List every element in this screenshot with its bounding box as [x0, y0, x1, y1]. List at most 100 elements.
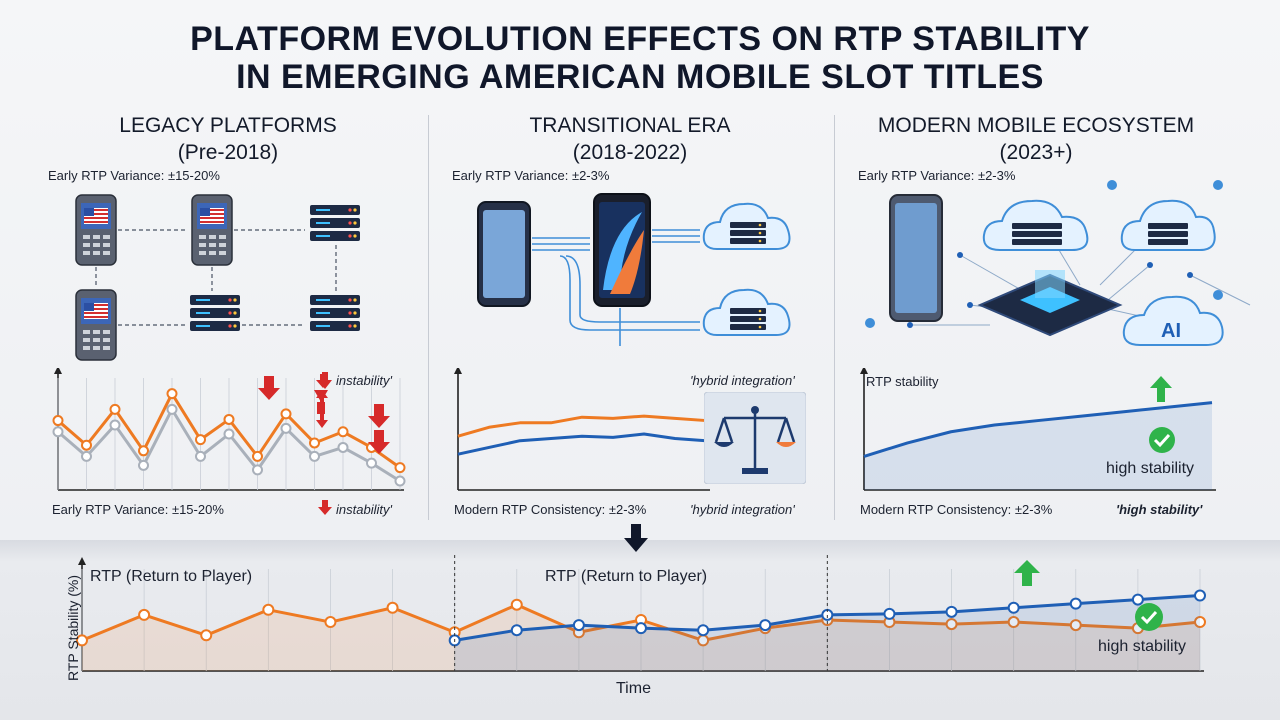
- legacy-variance-note: Early RTP Variance: ±15-20%: [48, 168, 220, 183]
- cloud-server-icon: [702, 288, 791, 336]
- data-point: [1131, 593, 1144, 606]
- data-point: [366, 457, 377, 469]
- cloud-server-icon: [1120, 199, 1216, 251]
- down-arrow-icon: [318, 372, 332, 389]
- data-point: [386, 601, 399, 614]
- old-phone-icon: [75, 194, 117, 266]
- data-point: [510, 598, 523, 611]
- timeline-label-left: RTP (Return to Player): [90, 568, 253, 585]
- down-arrow-icon: [258, 376, 280, 400]
- transitional-rtp-chart: [454, 368, 710, 491]
- data-point: [759, 619, 772, 632]
- series-line: [457, 414, 707, 438]
- down-arrow-icon: [368, 404, 390, 428]
- data-point: [1007, 616, 1020, 629]
- data-point: [138, 445, 149, 457]
- transitional-illustration: [477, 193, 791, 346]
- panel-divider-1: [428, 115, 429, 520]
- cloud-server-icon: [982, 199, 1089, 251]
- data-point: [195, 434, 206, 446]
- data-point: [510, 624, 523, 637]
- legacy-illustration: [75, 194, 360, 361]
- down-arrow-icon: [624, 524, 648, 552]
- data-point: [223, 413, 235, 425]
- balance-scale-icon: [704, 392, 806, 484]
- panel-divider-2: [834, 115, 835, 520]
- data-point: [337, 426, 349, 438]
- modern-footer-consistency: Modern RTP Consistency: ±2-3%: [860, 502, 1053, 517]
- server-icon: [310, 205, 360, 241]
- ai-chip-icon: [977, 270, 1123, 337]
- modern-illustration: AI: [865, 180, 1251, 346]
- transitional-variance-note: Early RTP Variance: ±2-3%: [452, 168, 610, 183]
- panel-transitional-years: (2018-2022): [572, 141, 688, 164]
- data-point: [252, 464, 263, 476]
- data-point: [52, 426, 64, 438]
- data-point: [195, 450, 206, 462]
- data-point: [1194, 589, 1206, 602]
- panel-modern-heading: MODERN MOBILE ECOSYSTEM (2023+): [836, 112, 1236, 166]
- data-point: [109, 419, 121, 431]
- series-area: [864, 402, 1212, 490]
- data-point: [337, 441, 349, 453]
- data-point: [138, 608, 151, 621]
- timeline-x-axis-title: Time: [616, 680, 651, 697]
- data-point: [76, 634, 88, 647]
- panel-legacy-heading: LEGACY PLATFORMS (Pre-2018): [28, 112, 428, 166]
- series-line: [457, 432, 707, 456]
- check-badge-icon: [1135, 603, 1163, 631]
- network-node-icon: [865, 180, 1223, 328]
- data-point: [1007, 601, 1020, 614]
- data-point: [1069, 597, 1082, 610]
- title-line-2: IN EMERGING AMERICAN MOBILE SLOT TITLES: [236, 58, 1044, 96]
- cloud-server-icon: [702, 202, 791, 250]
- data-point: [252, 450, 263, 462]
- legacy-footer-variance: Early RTP Variance: ±15-20%: [52, 502, 224, 517]
- data-point: [81, 450, 92, 462]
- panel-modern-title: MODERN MOBILE ECOSYSTEM: [877, 114, 1195, 137]
- modern-rtp-chart: [860, 368, 1216, 491]
- data-point: [309, 437, 320, 449]
- data-point: [52, 415, 64, 427]
- data-point: [280, 422, 292, 434]
- y-axis-arrow: [78, 557, 86, 565]
- data-point: [572, 619, 585, 632]
- data-point: [324, 616, 337, 629]
- up-down-arrow-icon: [316, 390, 328, 428]
- page-title: PLATFORM EVOLUTION EFFECTS ON RTP STABIL…: [0, 20, 1280, 96]
- data-point: [883, 607, 896, 620]
- server-icon: [190, 295, 240, 331]
- panel-legacy-years: (Pre-2018): [177, 141, 279, 164]
- panel-legacy-title: LEGACY PLATFORMS: [119, 114, 337, 137]
- series-line: [863, 401, 1213, 458]
- data-point: [200, 629, 213, 642]
- y-axis-arrow: [454, 368, 462, 374]
- modern-footer-note: 'high stability': [1116, 502, 1203, 517]
- data-point: [394, 462, 406, 474]
- data-point: [223, 428, 235, 440]
- y-axis-arrow: [54, 368, 62, 374]
- transitional-chart-annotation: 'hybrid integration': [690, 373, 795, 388]
- data-point: [945, 618, 958, 631]
- title-line-1: PLATFORM EVOLUTION EFFECTS ON RTP STABIL…: [190, 20, 1090, 58]
- up-arrow-icon: [1150, 376, 1172, 402]
- panel-modern-years: (2023+): [999, 141, 1073, 164]
- data-point: [1194, 616, 1206, 629]
- data-point: [280, 408, 292, 420]
- data-point: [109, 403, 121, 415]
- legacy-rtp-chart: [52, 368, 406, 491]
- timeline-rtp-chart: [76, 555, 1206, 672]
- data-point: [697, 624, 710, 637]
- old-phone-icon: [191, 194, 233, 266]
- ai-cloud-icon: [1122, 295, 1224, 346]
- panel-transitional-title: TRANSITIONAL ERA: [529, 114, 731, 137]
- legacy-chart-annotation: instability': [336, 373, 392, 388]
- y-axis-arrow: [860, 368, 868, 374]
- data-point: [166, 388, 178, 400]
- legacy-footer-note: instability': [336, 502, 392, 517]
- data-point: [945, 605, 958, 618]
- modern-variance-note: Early RTP Variance: ±2-3%: [858, 168, 1016, 183]
- transitional-footer-consistency: Modern RTP Consistency: ±2-3%: [454, 502, 647, 517]
- data-point: [166, 403, 178, 415]
- data-point: [81, 439, 92, 451]
